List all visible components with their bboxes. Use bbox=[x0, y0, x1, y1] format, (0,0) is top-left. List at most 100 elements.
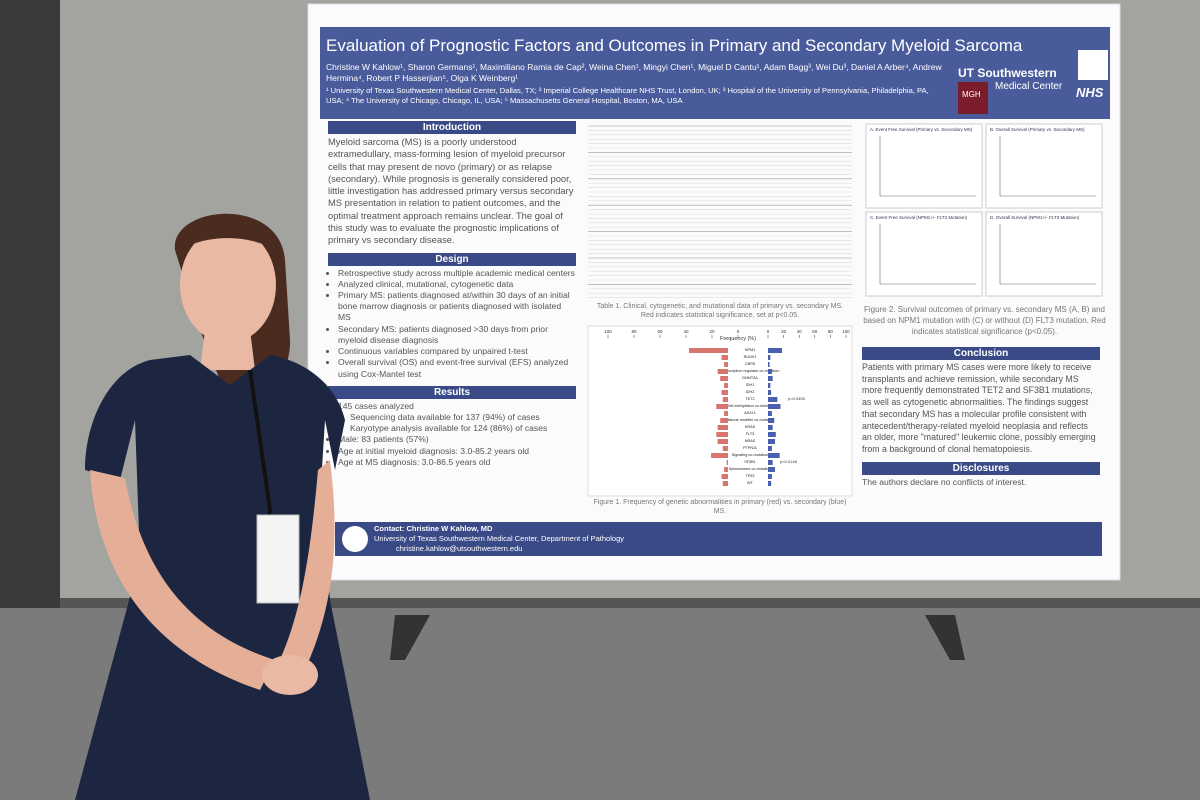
bar-primary bbox=[724, 362, 728, 367]
bar-primary bbox=[689, 348, 728, 353]
bar-secondary bbox=[768, 348, 783, 353]
tick-label: 20 bbox=[781, 329, 787, 334]
contact-band bbox=[335, 522, 1102, 556]
conclusion-text: Patients with primary MS cases were more… bbox=[862, 362, 1096, 454]
section-heading: Disclosures bbox=[862, 461, 1100, 475]
bar-secondary bbox=[768, 453, 780, 458]
design-item: Secondary MS: patients diagnosed >30 day… bbox=[338, 324, 576, 346]
bar-secondary bbox=[768, 418, 775, 423]
bar-primary bbox=[717, 425, 728, 430]
bar-primary bbox=[726, 460, 728, 465]
logo-text: Medical Center bbox=[995, 81, 1063, 92]
tick-label: 0 bbox=[737, 329, 740, 334]
logo-text: UT Southwestern bbox=[958, 66, 1057, 80]
gene-label: IDH2 bbox=[746, 390, 755, 394]
bar-primary bbox=[724, 383, 728, 388]
tick-label: 80 bbox=[828, 329, 834, 334]
result-item: Age at MS diagnosis: 3.0-86.5 years old bbox=[338, 457, 576, 468]
gene-label: WT bbox=[747, 481, 754, 485]
section-heading: Results bbox=[328, 385, 576, 399]
gene-label: PTPN11 bbox=[743, 446, 757, 450]
penn-logo bbox=[1078, 50, 1108, 80]
bar-primary bbox=[724, 411, 728, 416]
gene-label: TP53 bbox=[745, 474, 754, 478]
panel-axes bbox=[879, 136, 976, 197]
panel-title: B. Overall Survival (Primary vs. Seconda… bbox=[990, 127, 1085, 132]
bar-secondary bbox=[768, 460, 773, 465]
section-heading: Design bbox=[328, 252, 576, 266]
gene-label: Signaling co-mutation bbox=[732, 453, 769, 457]
bar-secondary bbox=[768, 404, 781, 409]
gene-label: DNA methylation co-mutation bbox=[725, 404, 774, 408]
bar-secondary bbox=[768, 439, 776, 444]
bar-secondary bbox=[768, 474, 772, 479]
result-item: Male: 83 patients (57%) bbox=[338, 434, 576, 445]
right-column: Conclusion Patients with primary MS case… bbox=[862, 347, 1100, 488]
gene-label: NPM1 bbox=[745, 348, 756, 352]
contact-line: University of Texas Southwestern Medical… bbox=[374, 534, 624, 543]
tick-label: 100 bbox=[842, 329, 850, 334]
badge bbox=[256, 514, 300, 604]
panel-axes bbox=[999, 224, 1096, 285]
gene-label: Histone modifier co-mutation bbox=[726, 418, 774, 422]
survival-panel bbox=[865, 123, 983, 209]
bar-secondary bbox=[768, 481, 772, 486]
table-caption: Table 1. Clinical, cytogenetic, and muta… bbox=[596, 303, 844, 319]
bar-primary bbox=[722, 481, 728, 486]
survival-figure: A. Event Free Survival (Primary vs. Seco… bbox=[865, 123, 1103, 297]
figure-title: Frequency (%) bbox=[720, 336, 756, 342]
bar-primary bbox=[720, 376, 728, 381]
tick-label: 60 bbox=[657, 329, 663, 334]
panel-rail bbox=[60, 598, 1200, 608]
panel-title: C. Event Free Survival (NPM1+/- FLT3 Mut… bbox=[870, 215, 968, 220]
panel-title: D. Overall Survival (NPM1+/- FLT3 Mutati… bbox=[990, 215, 1080, 220]
bar-secondary bbox=[768, 432, 776, 437]
annotation: p=0.0148 bbox=[780, 459, 798, 464]
bar-secondary bbox=[768, 376, 773, 381]
tick-label: 20 bbox=[709, 329, 715, 334]
seal bbox=[342, 526, 368, 552]
bar-primary bbox=[716, 432, 728, 437]
bar-primary bbox=[721, 390, 728, 395]
gene-label: NRAS bbox=[745, 439, 756, 443]
bar-secondary bbox=[768, 383, 771, 388]
bar-secondary bbox=[768, 397, 778, 402]
intro-text: Myeloid sarcoma (MS) is a poorly underst… bbox=[328, 136, 574, 246]
section-heading: Conclusion bbox=[862, 347, 1100, 360]
design-list: Retrospective study across multiple acad… bbox=[328, 268, 576, 380]
arm-left bbox=[90, 470, 275, 690]
gene-label: RUNX1 bbox=[744, 355, 757, 359]
gene-label: FLT3 bbox=[746, 432, 755, 436]
bar-secondary bbox=[768, 390, 772, 395]
table bbox=[588, 125, 852, 298]
contact-line: christine.kahlow@utsouthwestern.edu bbox=[396, 544, 523, 553]
tick-label: 100 bbox=[604, 329, 612, 334]
figure-frame bbox=[587, 325, 853, 497]
gene-label: IDH1 bbox=[746, 383, 755, 387]
bar-figure: Frequency (%) 100 80 60 40 20 0 0 20 40 60 80 100 NPM… bbox=[587, 325, 853, 497]
gene-label: KRAS bbox=[745, 425, 756, 429]
gene-label: Transcription regulator co-mutation bbox=[721, 369, 780, 373]
design-item: Overall survival (OS) and event-free sur… bbox=[338, 357, 576, 379]
annotation: p=0.0455 bbox=[788, 396, 806, 401]
result-item: Karyotype analysis available for 124 (86… bbox=[350, 423, 576, 434]
tick-label: 80 bbox=[631, 329, 637, 334]
survival-panel bbox=[985, 211, 1103, 297]
design-item: Retrospective study across multiple acad… bbox=[338, 268, 576, 279]
tick-label: 40 bbox=[683, 329, 689, 334]
figure-caption: Figure 2. Survival outcomes of primary v… bbox=[863, 305, 1106, 336]
tick-label: 60 bbox=[812, 329, 818, 334]
authors: Christine W Kahlow¹, Sharon Germans¹, Ma… bbox=[326, 62, 942, 83]
gene-label: DNMT3A bbox=[742, 376, 758, 380]
figure-caption: Figure 1. Frequency of genetic abnormali… bbox=[593, 499, 847, 515]
arm-right bbox=[275, 460, 335, 680]
design-item: Continuous variables compared by unpaire… bbox=[338, 346, 576, 357]
bar-primary bbox=[717, 439, 728, 444]
bar-primary bbox=[720, 418, 728, 423]
logo-text: MGH bbox=[962, 90, 981, 99]
bar-secondary bbox=[768, 411, 772, 416]
result-item: 145 cases analyzed bbox=[338, 401, 576, 412]
affiliations: ¹ University of Texas Southwestern Medic… bbox=[326, 86, 929, 105]
